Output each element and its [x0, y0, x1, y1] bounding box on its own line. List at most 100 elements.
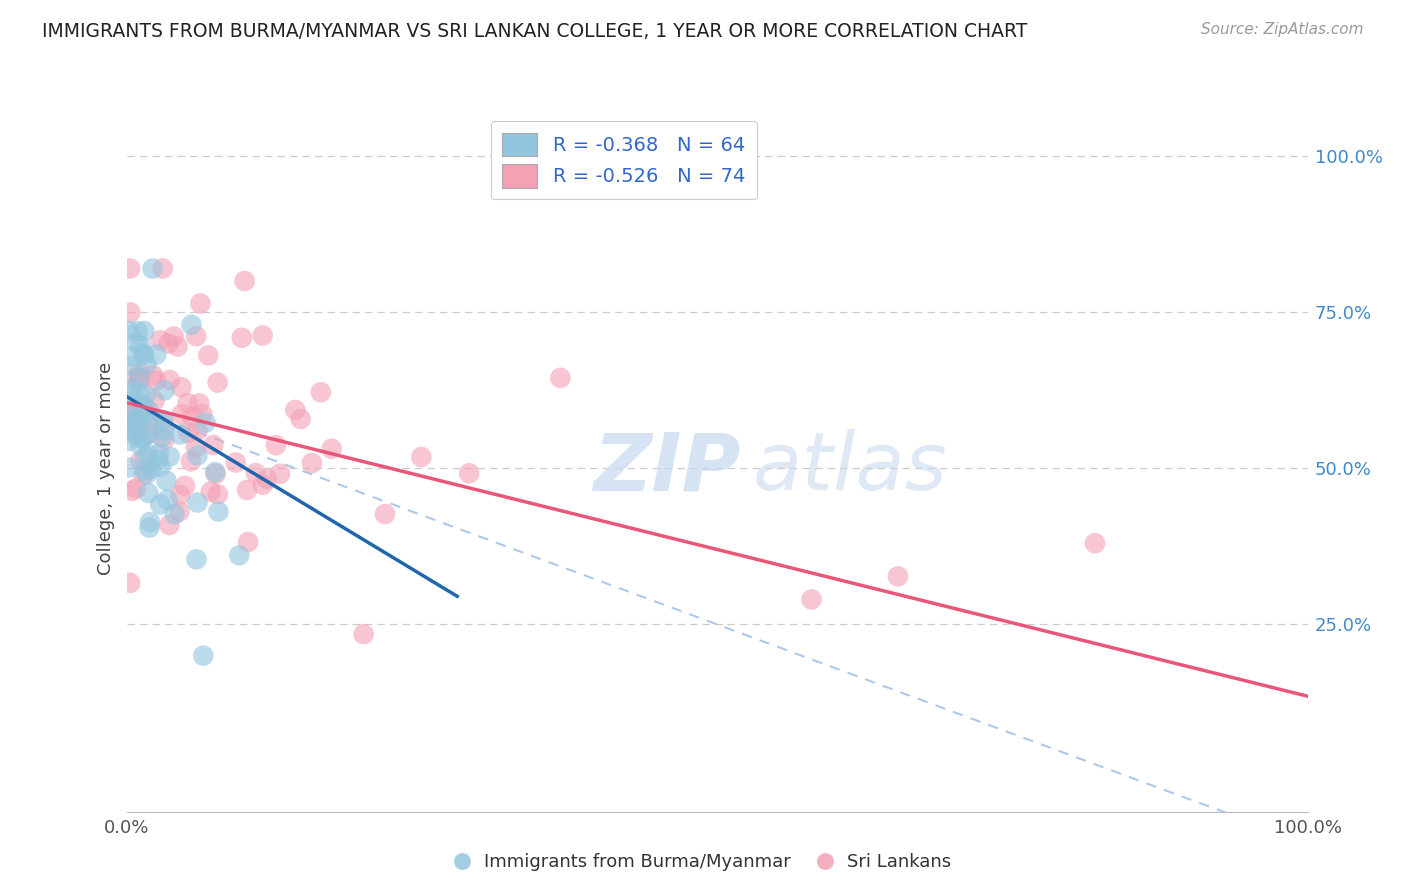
Point	[134, 348, 156, 362]
Point	[353, 627, 375, 641]
Point	[118, 386, 141, 401]
Point	[138, 486, 160, 500]
Point	[122, 425, 145, 440]
Point	[157, 336, 180, 351]
Point	[120, 412, 142, 426]
Point	[150, 431, 173, 445]
Point	[177, 425, 200, 440]
Point	[135, 387, 157, 401]
Point	[252, 477, 274, 491]
Point	[134, 450, 156, 464]
Point	[136, 427, 159, 442]
Point	[120, 407, 142, 421]
Point	[180, 318, 202, 332]
Point	[191, 407, 214, 421]
Point	[186, 495, 208, 509]
Point	[186, 552, 208, 566]
Point	[118, 324, 141, 338]
Point	[159, 450, 181, 464]
Point	[134, 463, 156, 477]
Point	[187, 423, 209, 437]
Point	[152, 413, 174, 427]
Point	[245, 466, 267, 480]
Point	[204, 467, 226, 481]
Point	[166, 339, 188, 353]
Point	[184, 440, 207, 454]
Point	[200, 484, 222, 499]
Point	[800, 592, 823, 607]
Point	[207, 487, 229, 501]
Point	[149, 498, 172, 512]
Point	[120, 305, 142, 319]
Point	[120, 576, 142, 591]
Point	[170, 408, 193, 422]
Point	[155, 474, 177, 488]
Point	[141, 261, 163, 276]
Point	[125, 335, 148, 350]
Point	[163, 329, 186, 343]
Point	[236, 483, 259, 497]
Point	[170, 380, 193, 394]
Point	[186, 449, 208, 463]
Point	[290, 412, 312, 426]
Point	[225, 456, 247, 470]
Point	[157, 517, 180, 532]
Point	[128, 366, 150, 380]
Point	[169, 504, 191, 518]
Point	[163, 507, 186, 521]
Point	[132, 346, 155, 360]
Point	[125, 413, 148, 427]
Point	[252, 328, 274, 343]
Point	[156, 492, 179, 507]
Point	[135, 357, 157, 371]
Point	[129, 387, 152, 401]
Point	[149, 334, 172, 348]
Point	[136, 467, 159, 482]
Point	[301, 456, 323, 470]
Point	[131, 398, 153, 412]
Point	[153, 433, 176, 447]
Point	[887, 569, 910, 583]
Point	[146, 452, 169, 467]
Point	[134, 324, 156, 338]
Point	[132, 467, 155, 482]
Point	[159, 373, 181, 387]
Point	[125, 429, 148, 443]
Point	[125, 370, 148, 384]
Text: Source: ZipAtlas.com: Source: ZipAtlas.com	[1201, 22, 1364, 37]
Point	[256, 472, 278, 486]
Legend: R = -0.368   N = 64, R = -0.526   N = 74: R = -0.368 N = 64, R = -0.526 N = 74	[491, 120, 756, 200]
Y-axis label: College, 1 year or more: College, 1 year or more	[97, 362, 115, 574]
Point	[269, 467, 291, 481]
Point	[207, 376, 229, 390]
Point	[118, 412, 141, 426]
Point	[122, 417, 145, 432]
Point	[142, 414, 165, 428]
Point	[202, 438, 225, 452]
Point	[127, 324, 149, 338]
Point	[152, 416, 174, 430]
Point	[197, 348, 219, 362]
Point	[186, 329, 208, 343]
Point	[550, 371, 572, 385]
Point	[136, 426, 159, 441]
Point	[141, 461, 163, 475]
Point	[284, 403, 307, 417]
Point	[207, 505, 229, 519]
Point	[143, 393, 166, 408]
Point	[128, 374, 150, 388]
Point	[204, 465, 226, 479]
Legend: Immigrants from Burma/Myanmar, Sri Lankans: Immigrants from Burma/Myanmar, Sri Lanka…	[449, 847, 957, 879]
Point	[138, 521, 160, 535]
Point	[236, 535, 259, 549]
Point	[121, 381, 143, 395]
Point	[458, 466, 481, 480]
Point	[134, 401, 156, 415]
Point	[127, 416, 149, 430]
Point	[129, 371, 152, 385]
Point	[233, 274, 256, 288]
Point	[120, 261, 142, 276]
Point	[118, 434, 141, 448]
Point	[132, 410, 155, 425]
Point	[129, 438, 152, 452]
